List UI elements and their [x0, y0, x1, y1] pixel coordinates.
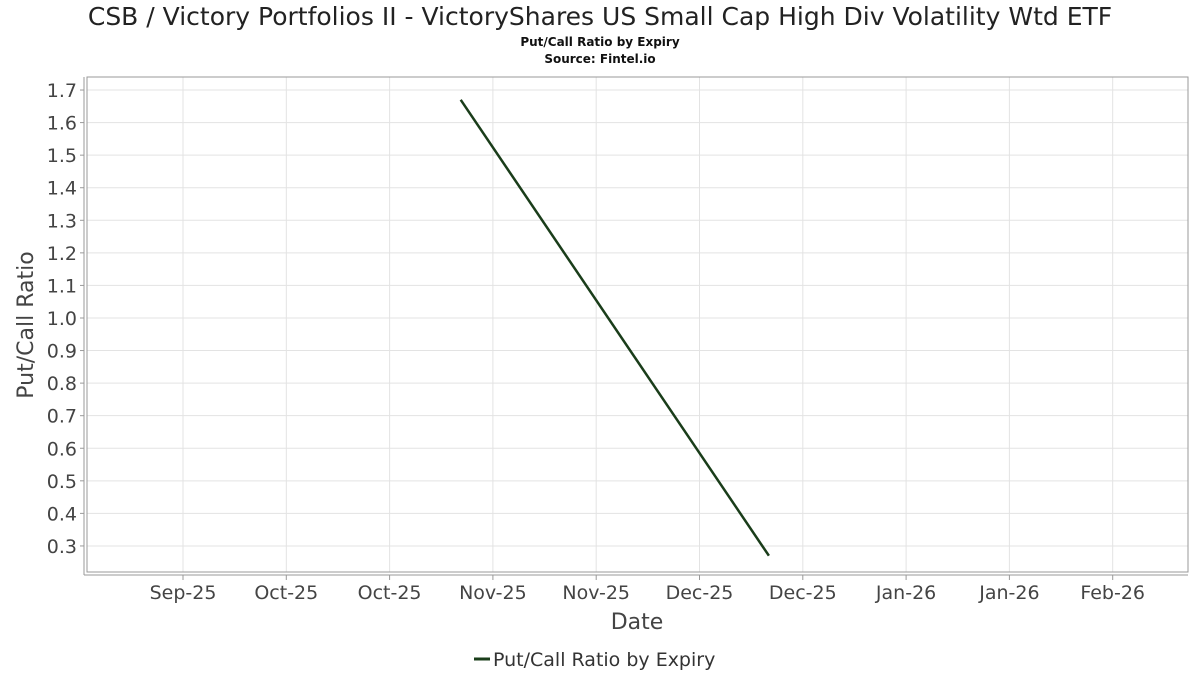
x-axis-ticks: Sep-25 Oct-25 Oct-25 Nov-25 Nov-25 Dec-25 Dec-… — [150, 575, 1145, 604]
series-line — [459, 99, 770, 557]
y-axis-ticks: 0.3 0.4 0.5 0.6 0.7 0.8 0.9 1.0 1.1 1.2 1.3 1.4 1.5 1… — [47, 80, 84, 558]
y-tick-label: 1.6 — [47, 113, 77, 135]
y-tick-label: 0.3 — [47, 536, 77, 558]
x-tick-label: Dec-25 — [769, 582, 837, 604]
y-tick-label: 1.0 — [47, 308, 77, 330]
y-tick-label: 0.4 — [47, 503, 77, 525]
y-tick-label: 0.6 — [47, 438, 77, 460]
chart-source: Source: Fintel.io — [544, 52, 656, 66]
plot-area-frame — [86, 76, 1189, 573]
y-tick-label: 0.9 — [47, 341, 77, 363]
y-tick-label: 1.1 — [47, 275, 77, 297]
y-tick-label: 1.3 — [47, 210, 77, 232]
chart-subtitle: Put/Call Ratio by Expiry — [520, 35, 680, 49]
x-tick-label: Jan-26 — [875, 582, 936, 604]
x-tick-label: Dec-25 — [666, 582, 734, 604]
y-tick-label: 0.8 — [47, 373, 77, 395]
legend-label: Put/Call Ratio by Expiry — [493, 649, 715, 671]
x-tick-label: Sep-25 — [150, 582, 217, 604]
series — [459, 99, 770, 557]
x-tick-label: Oct-25 — [254, 582, 318, 604]
legend: Put/Call Ratio by Expiry — [474, 649, 715, 671]
grid — [87, 77, 1188, 572]
y-tick-label: 0.7 — [47, 406, 77, 428]
y-tick-label: 0.5 — [47, 471, 77, 493]
x-axis-title: Date — [611, 610, 664, 635]
x-tick-label: Jan-26 — [978, 582, 1039, 604]
y-axis-title: Put/Call Ratio — [14, 251, 39, 398]
y-tick-label: 1.2 — [47, 243, 77, 265]
y-tick-label: 1.4 — [47, 178, 77, 200]
x-tick-label: Nov-25 — [459, 582, 527, 604]
x-tick-label: Oct-25 — [358, 582, 422, 604]
x-tick-label: Nov-25 — [562, 582, 630, 604]
chart-title: CSB / Victory Portfolios II - VictorySha… — [87, 2, 1113, 31]
x-tick-label: Feb-26 — [1080, 582, 1145, 604]
y-tick-label: 1.5 — [47, 145, 77, 167]
y-tick-label: 1.7 — [47, 80, 77, 102]
